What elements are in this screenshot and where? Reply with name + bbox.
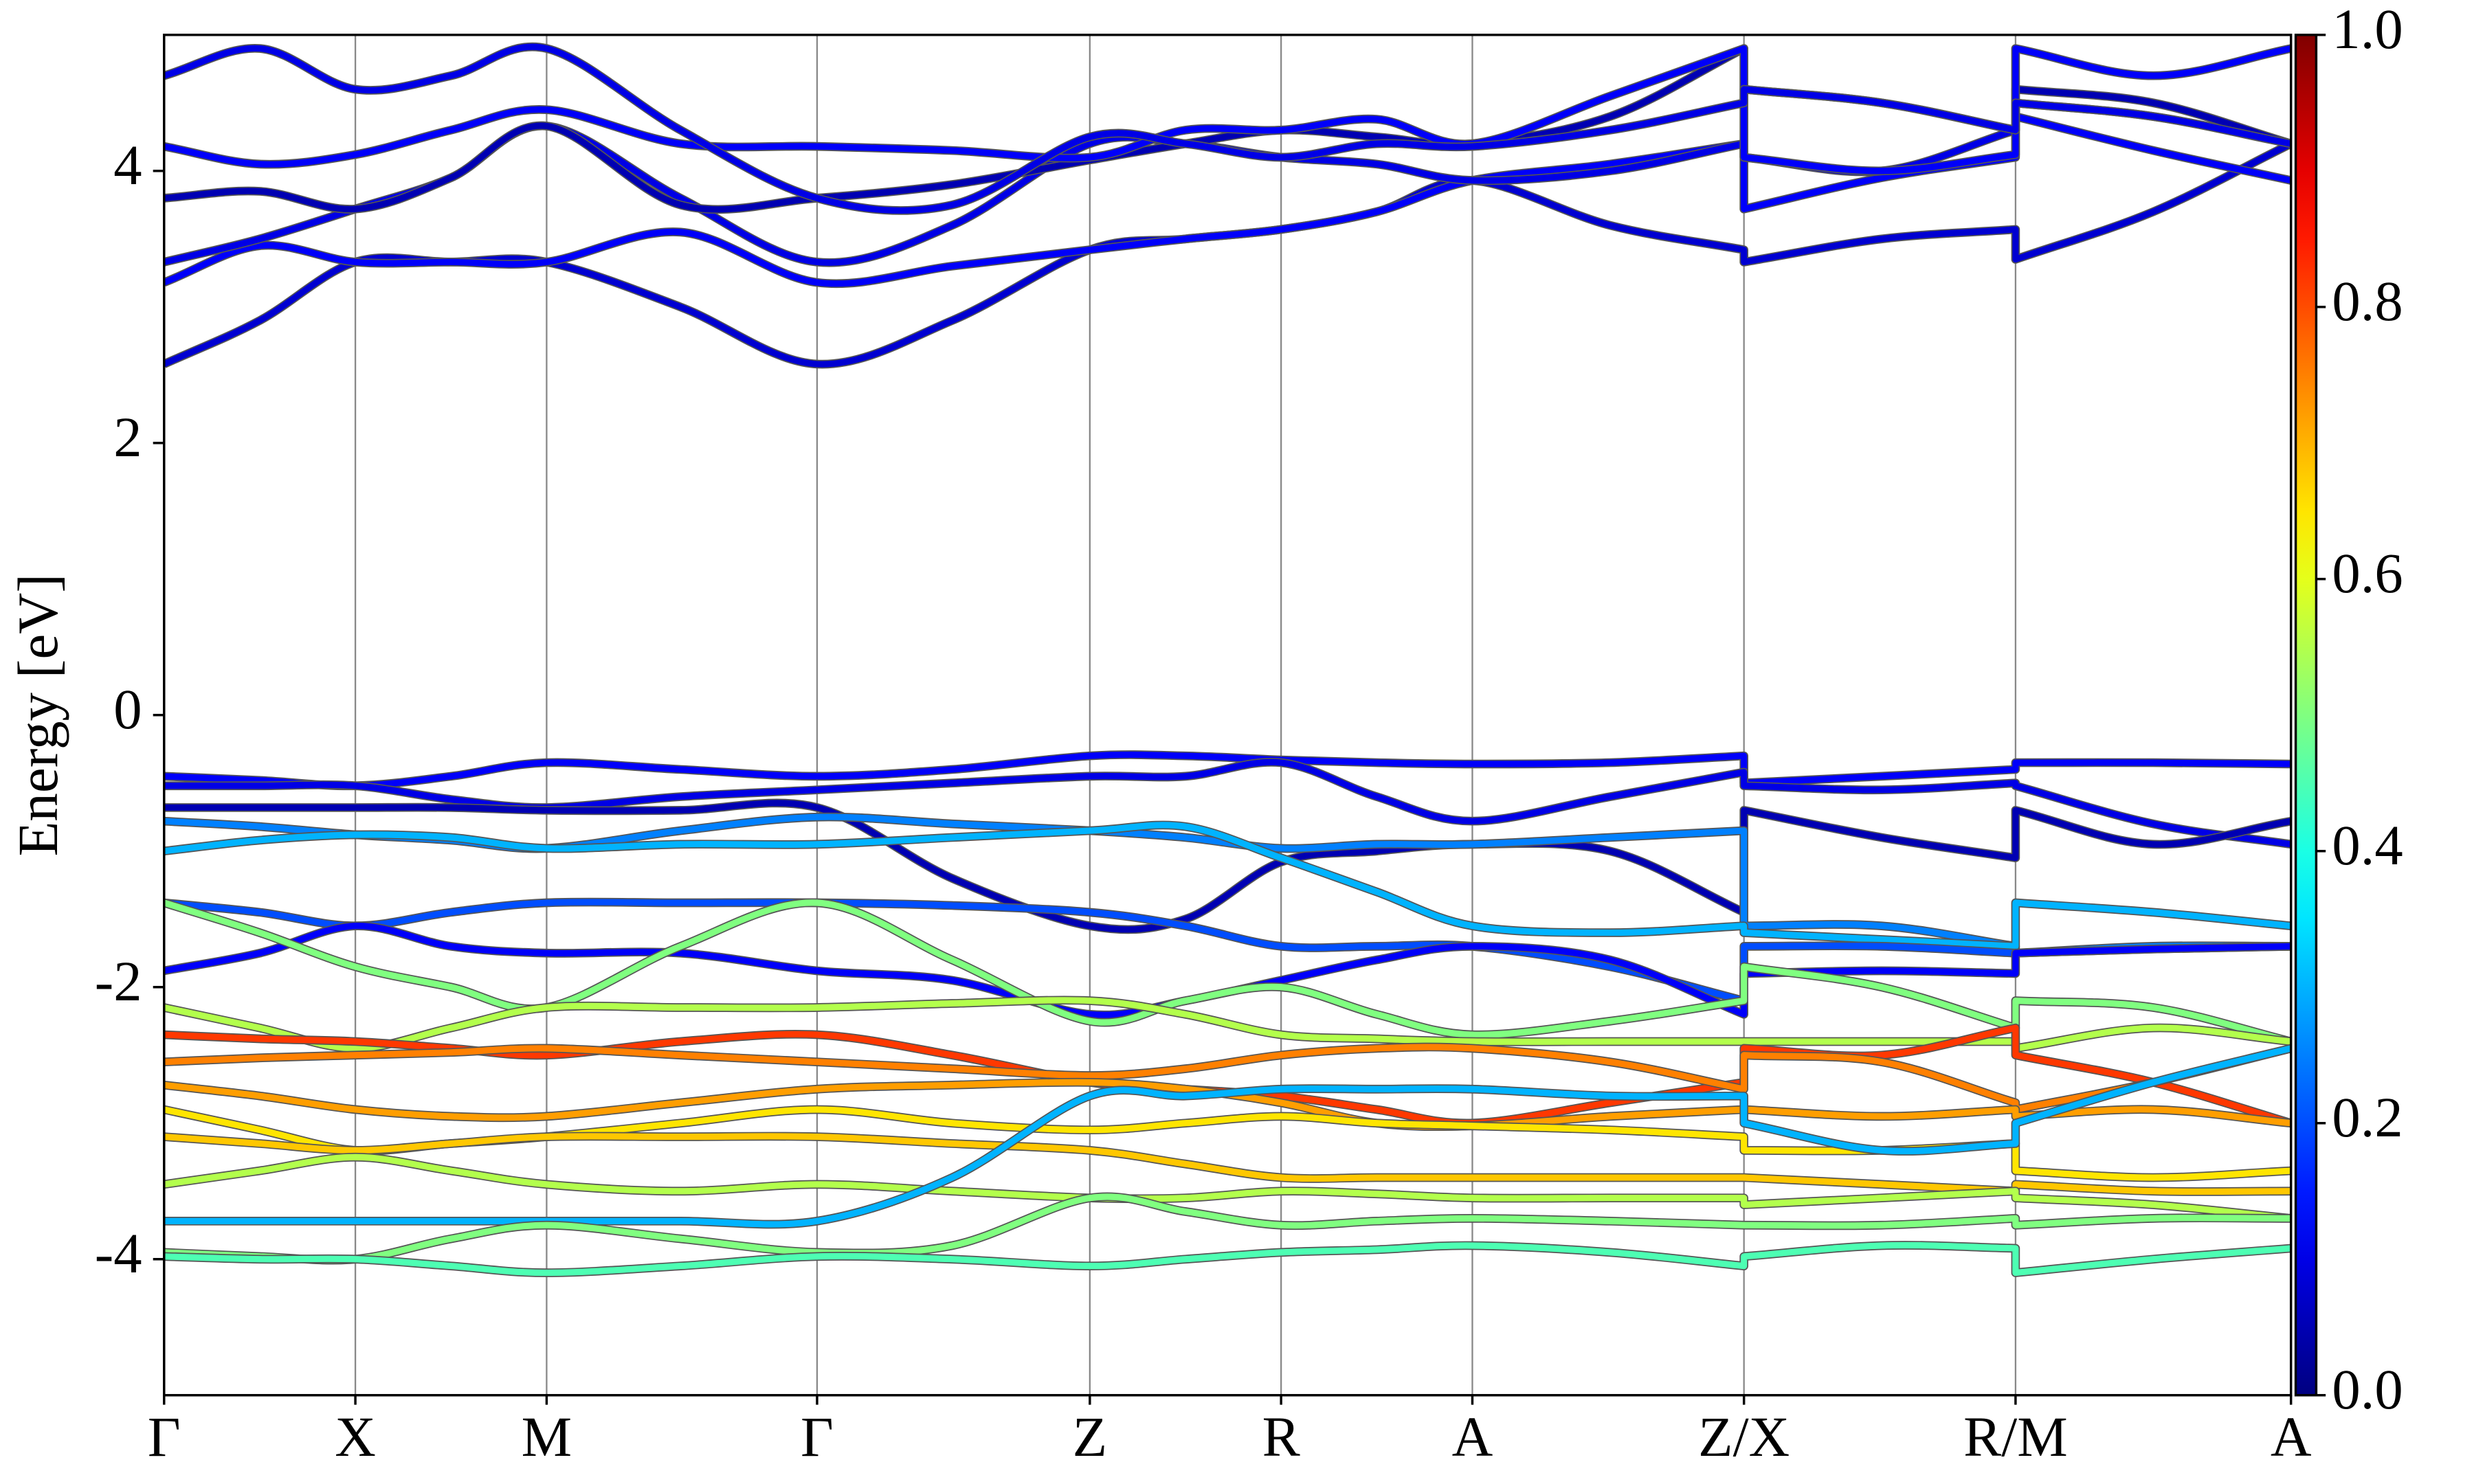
y-tick-label: -4 [95, 1222, 142, 1285]
x-tick-label: R/M [1963, 1405, 2068, 1468]
x-tick-label: Γ [801, 1405, 834, 1468]
band [164, 45, 2291, 175]
x-tick-label: A [2271, 1405, 2312, 1468]
x-tick-label: M [522, 1405, 572, 1468]
band [164, 822, 2291, 949]
x-tick-label: R [1262, 1405, 1301, 1468]
band [164, 1241, 2291, 1277]
band [164, 751, 2291, 789]
x-tick-label: X [335, 1405, 376, 1468]
plot-frame [163, 34, 2293, 1397]
colorbar-tick-label: 0.2 [2332, 1086, 2403, 1149]
colorbar-tick-label: 1.0 [2332, 0, 2403, 60]
colorbar-tick-label: 0.4 [2332, 813, 2403, 877]
band [164, 43, 2291, 214]
band [164, 1079, 2291, 1130]
band [164, 1154, 2291, 1222]
bands [164, 42, 2291, 1277]
band [164, 1045, 2291, 1228]
band [164, 899, 2291, 1004]
band [164, 800, 2291, 933]
colorbar-tick-label: 0.6 [2332, 541, 2403, 605]
band [164, 899, 2291, 1045]
colorbar-tick-label: 0.8 [2332, 269, 2403, 333]
band [164, 1193, 2291, 1263]
x-tick-label: Z [1073, 1405, 1107, 1468]
band [164, 758, 2291, 848]
y-tick-label: 0 [113, 677, 142, 741]
band [164, 1133, 2291, 1195]
colorbar-tick-label: 0.0 [2332, 1358, 2403, 1421]
y-tick-label: 4 [113, 133, 142, 196]
y-tick-label: 2 [113, 405, 142, 469]
band [164, 1044, 2291, 1113]
colorbar [2294, 34, 2318, 1397]
x-tick-label: A [1452, 1405, 1493, 1468]
band [164, 997, 2291, 1052]
y-tick-label: -2 [95, 949, 142, 1013]
x-tick-label: Γ [148, 1405, 181, 1468]
x-tick-label: Z/X [1698, 1405, 1790, 1468]
y-axis-label: Energy [eV] [6, 574, 69, 856]
